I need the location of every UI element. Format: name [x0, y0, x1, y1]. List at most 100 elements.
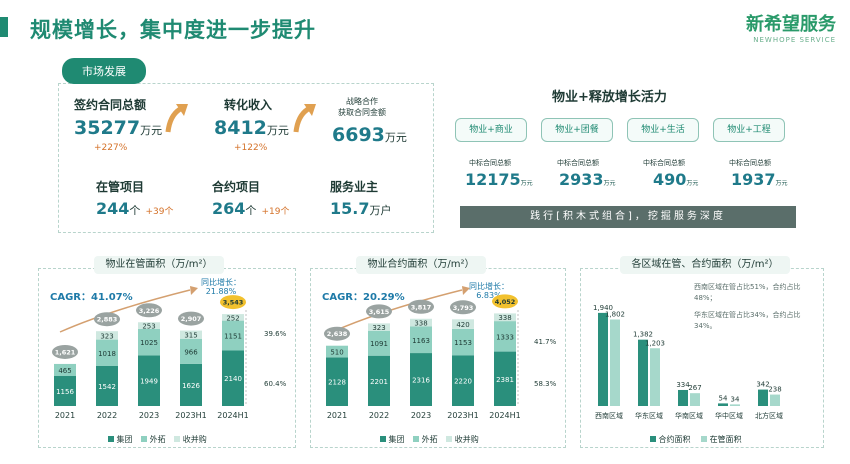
bar-segment — [326, 357, 348, 406]
total-label: 3,543 — [223, 299, 244, 307]
x-tick-label: 2024H1 — [489, 411, 520, 420]
kpi-delta: +39个 — [145, 207, 174, 217]
total-badge — [220, 295, 246, 310]
legend-label: 在管面积 — [709, 435, 742, 444]
biz-btn-life[interactable]: 物业+生活 — [627, 118, 699, 142]
bar-segment — [222, 314, 244, 321]
biz-value-catering: 2933万元 — [559, 170, 616, 189]
kpi-delta: +227% — [94, 143, 128, 153]
bar-segment — [452, 319, 474, 329]
x-tick-label: 2021 — [55, 411, 75, 420]
bar-value-label: 54 — [719, 394, 728, 402]
bar-value-label: 2220 — [454, 378, 472, 386]
bar-value-label: 2381 — [496, 376, 514, 384]
bar — [610, 319, 620, 406]
kpi-label: 服务业主 — [330, 180, 379, 194]
bar-value-label: 1,203 — [645, 339, 665, 347]
bar-segment — [138, 322, 160, 329]
bar — [690, 393, 700, 406]
kpi-label: 战略合作 获取合同金额 — [338, 97, 386, 117]
bar-value-label: 342 — [756, 381, 769, 389]
bar-value-label: 323 — [372, 324, 385, 332]
kpi-label: 转化收入 — [224, 98, 273, 112]
bar-value-label: 1018 — [98, 350, 116, 358]
x-tick-label: 华东区域 — [635, 411, 663, 420]
legend-swatch — [650, 436, 656, 442]
legend-swatch — [413, 436, 420, 442]
kpi-revenue: 转化收入 8412万元 +122% — [214, 96, 289, 153]
total-label: 2,883 — [97, 316, 118, 324]
trend-arrow-line — [331, 289, 463, 333]
bar-segment — [222, 350, 244, 406]
kpi-value: 264 — [212, 199, 246, 218]
biz-value-engineering: 1937万元 — [731, 170, 788, 189]
bar — [678, 389, 688, 406]
title-accent-bar — [0, 17, 8, 37]
biz-value-life: 490万元 — [653, 170, 698, 189]
business-items: 物业+商业 物业+团餐 物业+生活 物业+工程 中标合同总额 中标合同总额 中标… — [455, 118, 795, 198]
biz-btn-catering[interactable]: 物业+团餐 — [541, 118, 613, 142]
biz-btn-engineering[interactable]: 物业+工程 — [713, 118, 785, 142]
bar-value-label: 1151 — [224, 333, 242, 341]
legend-label: 外拓 — [149, 435, 166, 444]
bar-value-label: 1949 — [140, 378, 158, 386]
kpi-unit: 个 — [245, 204, 257, 217]
kpi-label: 合约项目 — [212, 180, 261, 194]
note-2: 华东区域在管占比34%，合约占比34%。 — [694, 311, 801, 330]
chart2-pct-top: 41.7% — [534, 338, 557, 346]
x-tick-label: 北方区域 — [755, 411, 783, 420]
bar-segment — [54, 363, 76, 377]
total-badge — [408, 299, 434, 314]
bar-value-label: 1,940 — [593, 304, 613, 312]
bar — [598, 312, 608, 406]
total-badge — [450, 300, 476, 315]
bar-value-label: 1626 — [182, 382, 200, 390]
biz-unit: 万元 — [775, 180, 788, 187]
bar-value-label: 1156 — [56, 388, 74, 396]
biz-value: 490 — [653, 170, 687, 189]
legend-swatch — [380, 436, 386, 442]
bar-segment — [96, 331, 118, 340]
bar-segment — [410, 318, 432, 327]
total-badge — [366, 304, 392, 319]
legend-label: 集团 — [116, 435, 133, 444]
bar-value-label: 1,802 — [605, 311, 625, 319]
legend-swatch — [108, 436, 114, 442]
x-tick-label: 2023 — [411, 411, 431, 420]
kpi-owners: 服务业主 15.7万户 — [330, 178, 391, 218]
x-tick-label: 华中区域 — [715, 411, 743, 420]
biz-label: 中标合同总额 — [557, 159, 599, 167]
page-title: 规模增长，集中度进一步提升 — [30, 18, 316, 42]
chart1-pct-bottom: 60.4% — [264, 380, 287, 388]
kpi-label: 在管项目 — [96, 180, 145, 194]
kpi-unit: 万元 — [384, 131, 407, 144]
x-tick-label: 2022 — [369, 411, 389, 420]
total-label: 3,615 — [369, 308, 390, 316]
bar-value-label: 2201 — [370, 378, 388, 386]
bar-value-label: 315 — [184, 332, 197, 340]
x-tick-label: 2023 — [139, 411, 159, 420]
bar-segment — [138, 328, 160, 356]
bar-segment — [410, 353, 432, 406]
bar-segment — [138, 355, 160, 406]
biz-unit: 万元 — [686, 180, 699, 187]
total-label: 4,052 — [495, 298, 516, 306]
kpi-strategic: 战略合作 获取合同金额 6693万元 — [332, 96, 407, 146]
legend-swatch — [701, 436, 708, 442]
bar-value-label: 338 — [498, 314, 511, 322]
biz-btn-commerce[interactable]: 物业+商业 — [455, 118, 527, 142]
kpi-delta: +19个 — [261, 207, 290, 217]
biz-value: 12175 — [465, 170, 521, 189]
kpi-delta: +122% — [234, 143, 268, 153]
chart2-svg: 2128 510 2,638 2021 2201 1091 323 3,615 2022 2316… — [324, 286, 521, 420]
bar-value-label: 323 — [100, 332, 113, 340]
total-badge — [136, 303, 162, 318]
note-1: 西南区域在管占比51%，合约占比48%； — [694, 283, 801, 302]
legend-swatch — [141, 436, 148, 442]
legend-swatch — [446, 436, 453, 442]
chart2-pct-bottom: 58.3% — [534, 380, 557, 388]
x-tick-label: 西南区域 — [595, 411, 623, 420]
x-tick-label: 华南区域 — [675, 411, 703, 420]
biz-label: 中标合同总额 — [643, 159, 685, 167]
